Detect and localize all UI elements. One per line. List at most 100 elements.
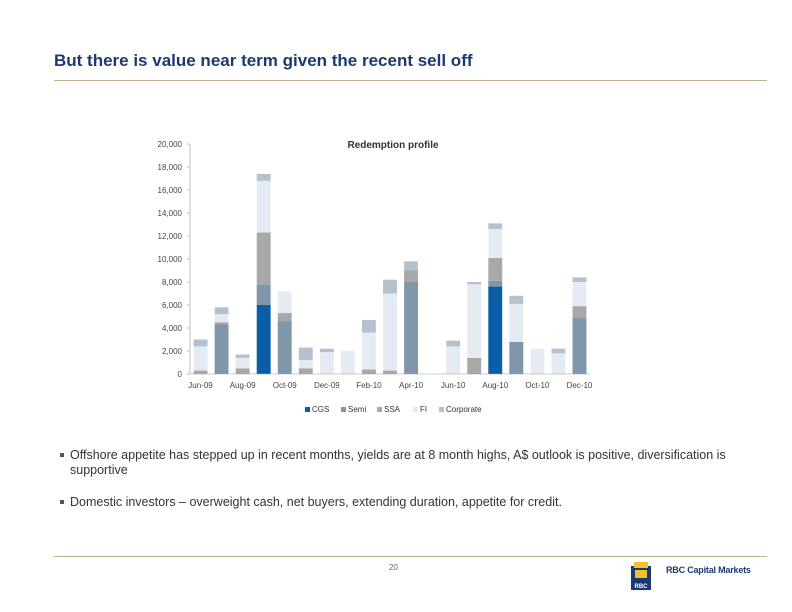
bar-segment-fi-dec-09 xyxy=(319,352,334,374)
bar-segment-corporate-mar-10 xyxy=(383,279,397,294)
bar-segment-semi-dec-10 xyxy=(572,306,587,318)
bar-segment-corporate-dec-10 xyxy=(572,277,587,282)
bar-segment-semi-mar-10 xyxy=(383,370,397,374)
page-number: 20 xyxy=(389,563,398,572)
rbc-shield-icon: RBC xyxy=(631,562,651,590)
legend-swatch-semi xyxy=(341,407,346,412)
legend-swatch-fi xyxy=(413,407,418,412)
slide-title: But there is value near term given the r… xyxy=(54,51,473,70)
bar-segment-semi-jul-09 xyxy=(214,324,229,374)
y-tick-label: 4,000 xyxy=(162,324,183,333)
y-tick-label: 6,000 xyxy=(162,301,183,310)
x-tick-label: Oct-09 xyxy=(273,381,298,390)
bar-segment-corporate-sep-09 xyxy=(256,173,271,181)
legend-label-corporate: Corporate xyxy=(446,405,482,414)
y-axis: 20,000 18,000 16,000 14,000 12,000 10,000 8,00… xyxy=(158,140,191,379)
bar-segment-corporate-jul-09 xyxy=(214,307,229,315)
bullet-text: Domestic investors – overweight cash, ne… xyxy=(70,495,562,509)
bar-segment-semi-sep-10 xyxy=(509,341,524,374)
bar-segment-fi-jan-10 xyxy=(340,351,355,374)
bar-segment-cgs-aug-10 xyxy=(488,286,503,374)
redemption-chart-svg: Redemption profile 20,000 18,000 16,000 14,… xyxy=(158,140,593,414)
title-divider xyxy=(54,80,767,81)
bar-segment-semi-apr-10 xyxy=(404,282,418,374)
legend-label-semi: Semi xyxy=(348,405,366,414)
x-tick-label: Dec-10 xyxy=(567,381,593,390)
bar-segment-fi-sep-09 xyxy=(256,180,271,233)
bar-segment-fi-nov-09 xyxy=(298,360,313,369)
bullet-text: Offshore appetite has stepped up in rece… xyxy=(70,448,726,477)
bar-segment-corporate-jun-10 xyxy=(446,340,461,347)
bar-segment-semi-apr-10 xyxy=(404,270,418,282)
bar-segment-corporate-dec-09 xyxy=(319,348,334,353)
bar-segment-semi-sep-09 xyxy=(256,284,271,305)
x-tick-label: Jun-10 xyxy=(441,381,466,390)
bar-segment-fi-sep-10 xyxy=(509,303,524,342)
bar-segment-semi-jul-09 xyxy=(214,322,229,325)
legend-swatch-ssa xyxy=(377,407,382,412)
x-tick-label: Dec-09 xyxy=(314,381,340,390)
y-tick-label: 8,000 xyxy=(162,278,183,287)
y-tick-label: 18,000 xyxy=(158,163,183,172)
bar-segment-semi-jul-10 xyxy=(467,357,482,374)
bar-segment-corporate-feb-10 xyxy=(362,319,376,333)
bar-segment-semi-jun-09 xyxy=(193,370,208,374)
bar-segment-fi-jun-09 xyxy=(193,346,208,371)
bar-segment-fi-jul-10 xyxy=(467,284,482,358)
legend-label-fi: FI xyxy=(420,405,427,414)
chart-title: Redemption profile xyxy=(347,140,439,151)
bar-segment-semi-sep-09 xyxy=(256,232,271,285)
bars-group xyxy=(193,173,587,374)
legend-swatch-cgs xyxy=(305,407,310,412)
bar-segment-fi-aug-10 xyxy=(488,229,503,258)
x-tick-label: Jun-09 xyxy=(188,381,213,390)
bar-segment-corporate-nov-09 xyxy=(298,347,313,361)
bar-segment-fi-oct-09 xyxy=(277,291,292,314)
y-tick-label: 14,000 xyxy=(158,209,183,218)
x-tick-label: Apr-10 xyxy=(399,381,424,390)
y-tick-label: 0 xyxy=(178,370,183,379)
bullet-list: Offshore appetite has stepped up in rece… xyxy=(60,448,750,527)
bar-segment-semi-aug-10 xyxy=(488,280,503,287)
legend: CGS Semi SSA FI Corporate xyxy=(305,405,482,414)
bar-segment-semi-dec-10 xyxy=(572,317,587,374)
bar-segment-fi-oct-10 xyxy=(530,348,545,374)
legend-swatch-corporate xyxy=(439,407,444,412)
bar-segment-corporate-aug-10 xyxy=(488,223,503,230)
y-tick-label: 2,000 xyxy=(162,347,183,356)
bar-segment-corporate-aug-09 xyxy=(235,354,250,358)
y-tick-label: 10,000 xyxy=(158,255,183,264)
bar-segment-fi-feb-10 xyxy=(362,332,376,370)
x-axis: Jun-09 Aug-09 Oct-09 Dec-09 Feb-10 Apr-10 Jun-… xyxy=(188,373,593,390)
bar-segment-semi-aug-09 xyxy=(235,368,250,374)
legend-label-ssa: SSA xyxy=(384,405,401,414)
bullet-item: Domestic investors – overweight cash, ne… xyxy=(60,495,750,510)
logo-text: RBC Capital Markets xyxy=(666,565,751,575)
bar-segment-corporate-jul-10 xyxy=(467,282,482,285)
x-tick-label: Feb-10 xyxy=(356,381,382,390)
bar-segment-fi-dec-10 xyxy=(572,282,587,307)
bar-segment-semi-nov-09 xyxy=(298,368,313,374)
redemption-chart: Redemption profile 20,000 18,000 16,000 14,… xyxy=(140,130,600,425)
logo-mark-text: RBC xyxy=(635,584,649,590)
bar-segment-semi-oct-09 xyxy=(277,313,292,322)
bar-segment-semi-aug-10 xyxy=(488,257,503,281)
bar-segment-fi-mar-10 xyxy=(383,293,397,371)
x-tick-label: Aug-09 xyxy=(230,381,256,390)
bar-segment-semi-oct-09 xyxy=(277,321,292,374)
y-tick-label: 12,000 xyxy=(158,232,183,241)
x-tick-label: Oct-10 xyxy=(525,381,550,390)
bar-segment-fi-jun-10 xyxy=(446,346,461,374)
bar-segment-fi-aug-09 xyxy=(235,357,250,369)
bar-segment-cgs-sep-09 xyxy=(256,305,271,374)
bullet-square-icon xyxy=(60,500,64,504)
legend-label-cgs: CGS xyxy=(312,405,329,414)
bullet-item: Offshore appetite has stepped up in rece… xyxy=(60,448,750,478)
bar-segment-corporate-apr-10 xyxy=(404,261,418,271)
bar-segment-corporate-nov-10 xyxy=(551,348,566,354)
rbc-logo: RBC RBC Capital Markets xyxy=(628,560,758,600)
bar-segment-fi-nov-10 xyxy=(551,353,566,374)
bar-segment-semi-feb-10 xyxy=(362,369,376,374)
y-tick-label: 20,000 xyxy=(158,140,183,149)
bar-segment-fi-jul-09 xyxy=(214,314,229,323)
